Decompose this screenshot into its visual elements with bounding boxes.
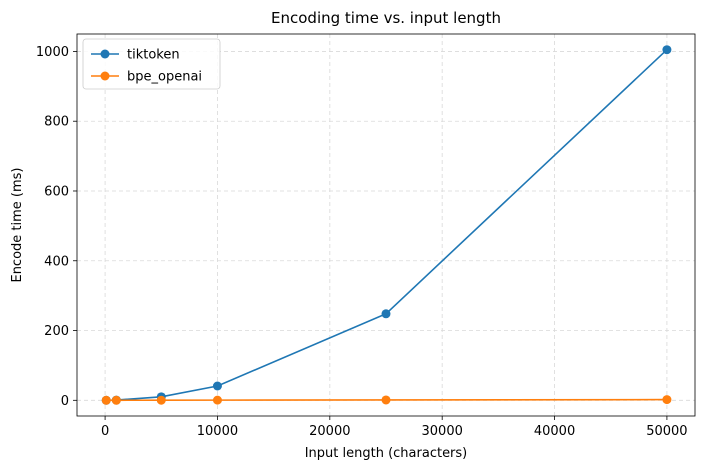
data-point xyxy=(156,395,166,405)
y-tick-label: 0 xyxy=(61,394,69,409)
x-tick-label: 0 xyxy=(101,424,109,439)
ticks: 0 10000 20000 30000 40000 50000 0 200 400 600 800 1… xyxy=(36,45,688,439)
legend: tiktoken bpe_openai xyxy=(82,38,221,90)
data-point xyxy=(662,395,672,405)
data-point xyxy=(111,395,121,405)
legend-label: bpe_openai xyxy=(127,70,202,85)
series-layer xyxy=(101,45,672,405)
data-point xyxy=(381,395,391,405)
legend-marker xyxy=(100,49,110,59)
x-tick-label: 20000 xyxy=(309,424,350,439)
x-tick-label: 40000 xyxy=(534,424,575,439)
y-axis-title: Encode time (ms) xyxy=(10,167,25,282)
chart-title: Encoding time vs. input length xyxy=(271,9,501,27)
grid xyxy=(77,34,695,416)
legend-label: tiktoken xyxy=(127,48,180,63)
y-tick-label: 1000 xyxy=(36,45,69,60)
data-point xyxy=(212,395,222,405)
x-tick-label: 30000 xyxy=(422,424,463,439)
data-point xyxy=(212,381,222,391)
series-bpe_openai xyxy=(101,395,672,405)
x-tick-label: 50000 xyxy=(646,424,687,439)
data-point xyxy=(662,45,672,55)
x-tick-label: 10000 xyxy=(197,424,238,439)
legend-marker xyxy=(100,71,110,81)
data-point xyxy=(381,309,391,319)
y-tick-label: 600 xyxy=(44,184,69,199)
x-axis-title: Input length (characters) xyxy=(305,446,468,461)
y-tick-label: 200 xyxy=(44,324,69,339)
legend-item-bpe_openai: bpe_openai xyxy=(91,70,202,85)
legend-item-tiktoken: tiktoken xyxy=(91,48,180,63)
data-point xyxy=(101,395,111,405)
plot-frame xyxy=(76,33,696,417)
y-tick-label: 800 xyxy=(44,115,69,130)
y-tick-label: 400 xyxy=(44,254,69,269)
